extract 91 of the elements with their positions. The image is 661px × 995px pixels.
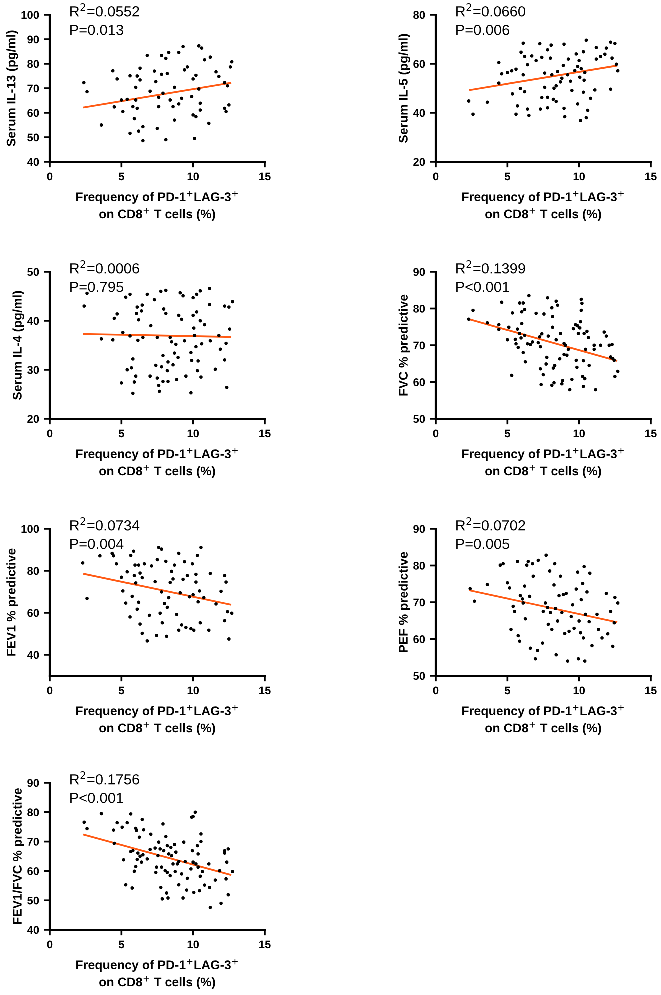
annotation: R$^{2}$=0.0702 xyxy=(456,517,526,531)
y-tick-label: 50 xyxy=(28,134,40,142)
y-tick-label: 60 xyxy=(414,636,426,644)
x-tick-label: 10 xyxy=(188,172,200,181)
y-tick-label: 20 xyxy=(28,415,40,424)
text: Frequency of PD-1$^{+}$LAG-3$^{+}$ on CD8$^{+}$ T cells (%) xyxy=(76,705,238,736)
x-tick-label: 15 xyxy=(646,430,657,438)
x-tick-label: 5 xyxy=(504,172,510,181)
x-tick-label: 5 xyxy=(118,172,124,181)
text: Frequency of PD-1$^{+}$LAG-3$^{+}$ on CD8$^{+}$ T cells (%) xyxy=(462,448,624,478)
x-tick-label: 5 xyxy=(118,430,124,438)
y-tick-label: 50 xyxy=(28,268,40,276)
annotation: R$^{2}$=0.0552 xyxy=(70,3,140,17)
y-tick-label: 80 xyxy=(414,562,426,570)
y-axis-title: Serum IL-5 (pg/ml) xyxy=(398,34,410,144)
y-tick-label: 60 xyxy=(28,609,40,618)
y-tick-label: 60 xyxy=(28,867,40,876)
y-tick-label: 60 xyxy=(28,109,40,118)
x-tick-label: 15 xyxy=(646,686,657,695)
y-tick-label: 40 xyxy=(27,158,40,166)
text: Frequency of PD-1$^{+}$LAG-3$^{+}$ on CD8$^{+}$ T cells (%) xyxy=(462,191,624,222)
y-tick-label: 100 xyxy=(22,11,40,20)
x-tick-label: 10 xyxy=(188,686,200,695)
x-tick-label: 10 xyxy=(574,686,586,695)
y-tick-label: 40 xyxy=(413,109,426,118)
y-axis-title: FEV1 % predictive xyxy=(6,548,18,656)
annotation: R$^{2}$=0.0734 xyxy=(70,517,140,531)
y-tick-label: 70 xyxy=(28,838,40,846)
x-tick-label: 0 xyxy=(47,686,53,695)
y-axis-title: Serum IL-13 (pg/ml) xyxy=(6,30,18,146)
y-tick-label: 40 xyxy=(27,651,40,660)
x-tick-label: 0 xyxy=(433,172,439,181)
y-axis-title: FVC % predictive xyxy=(398,294,410,396)
y-tick-label: 70 xyxy=(28,84,40,93)
y-tick-label: 50 xyxy=(414,415,426,424)
y-axis-title: Serum IL-4 (pg/ml) xyxy=(12,291,24,400)
text: Frequency of PD-1$^{+}$LAG-3$^{+}$ on CD8$^{+}$ T cells (%) xyxy=(76,448,238,478)
y-tick-label: 40 xyxy=(27,317,40,326)
text: Frequency of PD-1$^{+}$LAG-3$^{+}$ on CD8$^{+}$ T cells (%) xyxy=(76,959,238,990)
x-tick-label: 5 xyxy=(504,686,510,695)
annotation: P=0.006 xyxy=(456,24,510,36)
y-axis-title: PEF % predictive xyxy=(398,552,410,652)
x-tick-label: 15 xyxy=(260,172,271,181)
text: Frequency of PD-1$^{+}$LAG-3$^{+}$ on CD8$^{+}$ T cells (%) xyxy=(462,705,624,736)
annotation: R$^{2}$=0.1756 xyxy=(70,771,140,785)
x-tick-label: 0 xyxy=(433,686,439,695)
y-axis-title: FEV1/FVC % predictive xyxy=(12,788,24,924)
annotation: P=0.005 xyxy=(456,538,510,550)
annotation: P=0.013 xyxy=(70,24,124,36)
x-tick-label: 10 xyxy=(188,940,200,949)
annotation: P<0.001 xyxy=(70,792,124,804)
annotation: P<0.001 xyxy=(456,282,510,292)
y-tick-label: 90 xyxy=(28,779,40,788)
y-tick-label: 40 xyxy=(27,926,40,934)
y-tick-label: 80 xyxy=(28,60,40,68)
x-tick-label: 15 xyxy=(260,940,271,949)
y-tick-label: 80 xyxy=(414,11,426,20)
annotation: R$^{2}$=0.0660 xyxy=(456,3,526,17)
y-tick-label: 90 xyxy=(414,525,426,534)
x-tick-label: 15 xyxy=(260,430,271,438)
y-tick-label: 70 xyxy=(414,598,426,607)
x-tick-label: 5 xyxy=(504,430,510,438)
y-tick-label: 100 xyxy=(22,525,40,534)
annotation: P=0.004 xyxy=(70,538,124,550)
y-tick-label: 20 xyxy=(414,158,426,166)
y-tick-label: 60 xyxy=(414,60,426,68)
y-tick-label: 80 xyxy=(28,808,40,817)
y-tick-label: 50 xyxy=(414,672,426,680)
x-tick-label: 15 xyxy=(260,686,271,695)
y-tick-label: 60 xyxy=(414,378,426,386)
x-tick-label: 15 xyxy=(646,172,657,181)
x-tick-label: 0 xyxy=(47,172,53,181)
y-tick-label: 30 xyxy=(27,366,40,374)
annotation: R$^{2}$=0.1399 xyxy=(456,260,526,274)
y-tick-label: 50 xyxy=(28,896,40,905)
x-tick-label: 0 xyxy=(433,430,439,438)
x-tick-label: 5 xyxy=(118,686,124,695)
x-tick-label: 5 xyxy=(118,940,124,949)
y-tick-label: 80 xyxy=(28,567,40,576)
x-tick-label: 10 xyxy=(188,430,200,438)
y-tick-label: 80 xyxy=(414,305,426,313)
x-tick-label: 10 xyxy=(574,172,586,181)
annotation: R$^{2}$=0.0006 xyxy=(70,260,140,274)
annotation: P=0.795 xyxy=(70,282,124,292)
x-tick-label: 10 xyxy=(574,430,586,438)
x-tick-label: 0 xyxy=(47,940,53,949)
y-tick-label: 70 xyxy=(414,342,426,350)
text: Frequency of PD-1$^{+}$LAG-3$^{+}$ on CD8$^{+}$ T cells (%) xyxy=(76,191,238,222)
y-tick-label: 90 xyxy=(28,36,40,44)
y-tick-label: 90 xyxy=(414,268,426,276)
x-tick-label: 0 xyxy=(47,430,53,438)
